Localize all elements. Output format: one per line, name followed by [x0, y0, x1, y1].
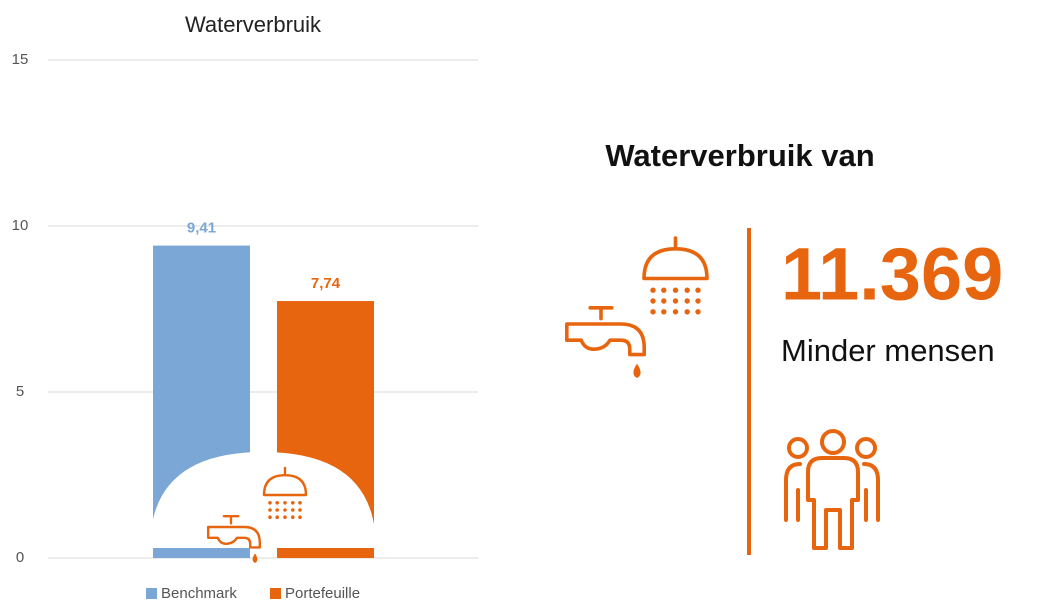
y-tick-label: 10 — [12, 217, 29, 234]
overlay — [150, 452, 376, 563]
legend-label: Benchmark — [161, 585, 237, 602]
value-label: 9,41 — [187, 220, 216, 237]
legend-label: Portefeuille — [285, 585, 360, 602]
y-tick-label: 0 — [16, 549, 24, 566]
shower-icon — [262, 466, 308, 519]
chart-title: Waterverbruik — [185, 12, 322, 37]
shower-icon-large — [642, 236, 709, 315]
y-tick-label: 5 — [16, 383, 24, 400]
people-icon — [784, 429, 880, 550]
legend-swatch — [270, 588, 281, 599]
y-tick-label: 15 — [12, 51, 29, 68]
value-label: 7,74 — [311, 275, 341, 292]
info-title: Waterverbruik van — [605, 138, 874, 173]
faucet-icon — [207, 515, 262, 563]
overlay-arc — [150, 452, 376, 548]
faucet-icon-large — [565, 306, 647, 378]
info-label: Minder mensen — [781, 333, 995, 368]
legend-swatch — [146, 588, 157, 599]
info-value: 11.369 — [781, 233, 1003, 316]
